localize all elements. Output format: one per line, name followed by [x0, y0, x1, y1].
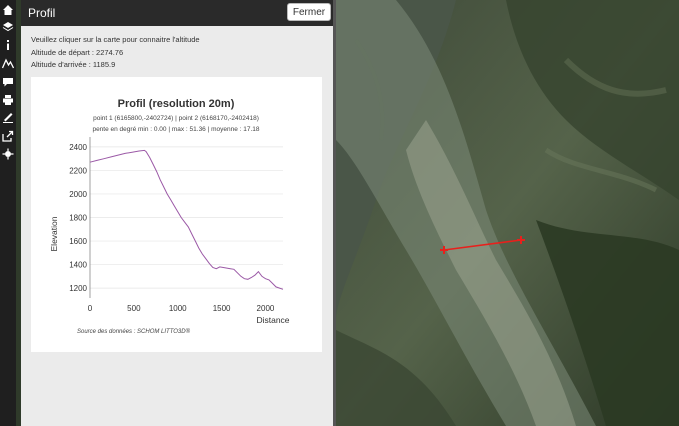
chart-subtitle-slope: pente en degré min : 0.00 | max : 51.36 … [92, 126, 259, 133]
y-tick-label: 1800 [69, 214, 87, 223]
home-icon[interactable] [1, 3, 15, 17]
x-axis-label: Distance [256, 315, 289, 325]
start-altitude: Altitude de départ : 2274.76 [31, 48, 124, 57]
elevation-series-line [89, 149, 284, 290]
panel-divider[interactable] [333, 0, 336, 426]
y-axis-label: Elevation [49, 216, 59, 251]
close-button[interactable]: Fermer [287, 3, 331, 21]
layers-icon[interactable] [1, 20, 15, 34]
y-tick-label: 1200 [69, 284, 87, 293]
satellite-map[interactable] [336, 0, 679, 426]
info-icon[interactable] [1, 38, 15, 52]
y-tick-labels: 1200 1400 1600 1800 2000 2200 2400 [69, 143, 87, 293]
y-tick-label: 2200 [69, 166, 87, 175]
chart-title: Profil (resolution 20m) [118, 98, 235, 110]
y-tick-label: 2400 [69, 143, 87, 152]
profile-line-segment [443, 239, 522, 251]
map-imagery [336, 0, 679, 426]
instruction-text: Veuillez cliquer sur la carte pour conna… [31, 35, 200, 44]
mountain-profile-icon[interactable] [1, 56, 15, 70]
comment-icon[interactable] [1, 75, 15, 89]
data-source-note: Source des données : SCHOM LITTO3D® [77, 328, 191, 335]
y-tick-label: 2000 [69, 190, 87, 199]
print-icon[interactable] [1, 93, 15, 107]
chart-grid [90, 146, 283, 289]
x-tick-label: 2000 [257, 304, 275, 313]
x-tick-label: 1000 [169, 304, 187, 313]
x-tick-label: 1500 [213, 304, 231, 313]
panel-header: Profil Fermer [21, 0, 333, 26]
x-tick-label: 0 [88, 304, 93, 313]
profile-end-marker [517, 236, 525, 244]
draw-icon[interactable] [1, 110, 15, 124]
profile-chart-card: Profil (resolution 20m) point 1 (6165800… [31, 77, 322, 352]
end-altitude: Altitude d'arrivée : 1185.9 [31, 60, 116, 69]
toolbar [0, 0, 16, 426]
profile-panel: Profil Fermer Veuillez cliquer sur la ca… [21, 0, 333, 426]
panel-title: Profil [28, 6, 56, 20]
chart-subtitle-points: point 1 (6165800,-2402724) | point 2 (61… [93, 115, 259, 122]
x-tick-label: 500 [127, 304, 141, 313]
share-icon[interactable] [1, 129, 15, 143]
profile-start-marker [440, 246, 448, 254]
elevation-profile-chart: Profil (resolution 20m) point 1 (6165800… [49, 98, 290, 335]
y-tick-label: 1400 [69, 261, 87, 270]
locate-icon[interactable] [1, 147, 15, 161]
y-tick-label: 1600 [69, 237, 87, 246]
x-tick-labels: 0 500 1000 1500 2000 [88, 304, 275, 313]
